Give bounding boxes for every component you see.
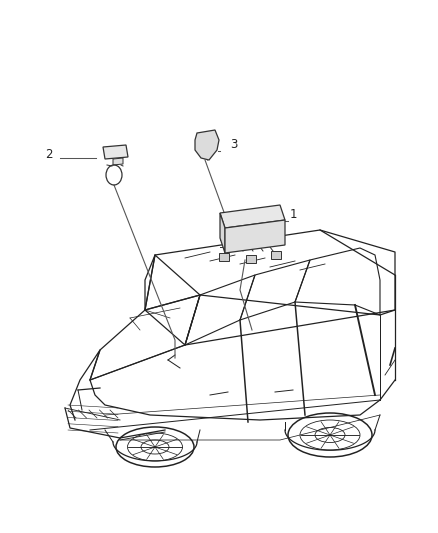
- Text: 3: 3: [230, 138, 237, 151]
- Polygon shape: [219, 253, 229, 261]
- Polygon shape: [220, 205, 285, 228]
- Polygon shape: [195, 130, 219, 160]
- Polygon shape: [225, 220, 285, 253]
- Text: 2: 2: [45, 148, 53, 161]
- Polygon shape: [246, 255, 256, 263]
- Polygon shape: [103, 145, 128, 159]
- Polygon shape: [220, 213, 225, 253]
- Text: 1: 1: [290, 208, 297, 221]
- Polygon shape: [113, 158, 123, 165]
- Polygon shape: [271, 251, 281, 259]
